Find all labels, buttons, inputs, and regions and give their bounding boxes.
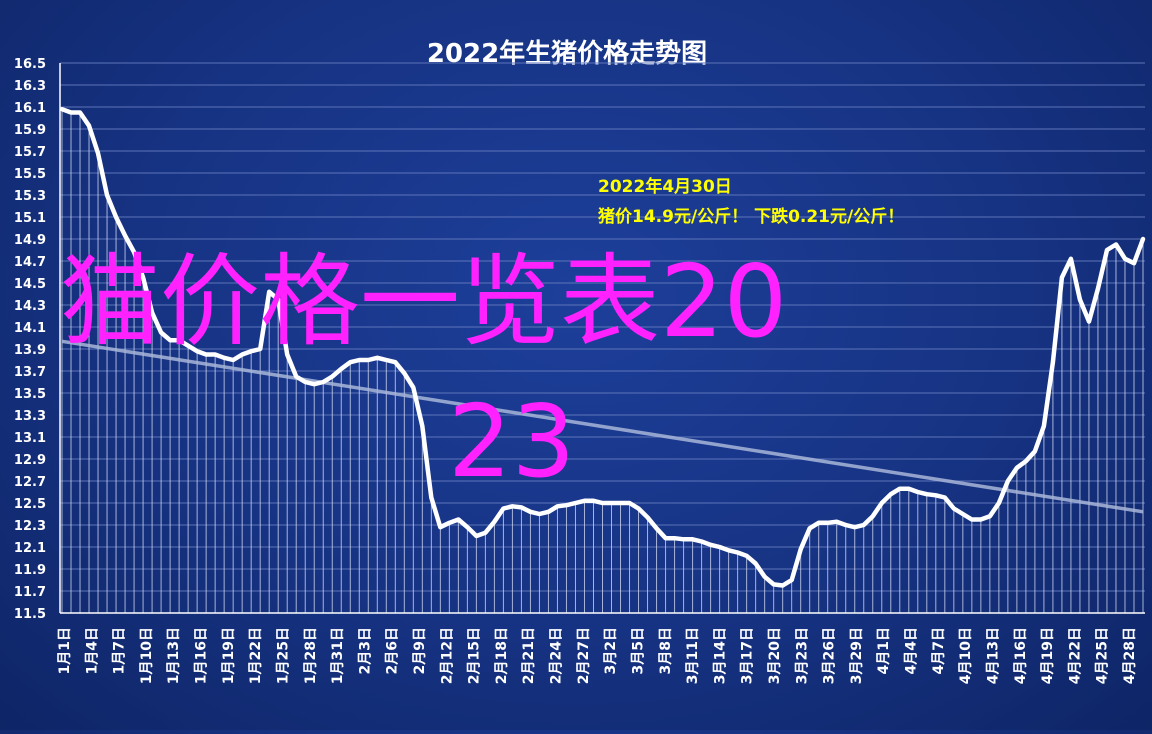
x-tick-label: 4月19日 xyxy=(1040,627,1056,684)
y-tick-label: 16.5 xyxy=(14,57,46,72)
x-tick-label: 3月23日 xyxy=(794,627,810,684)
x-tick-label: 2月15日 xyxy=(467,627,483,684)
x-tick-label: 4月10日 xyxy=(958,627,974,684)
x-tick-label: 1月4日 xyxy=(84,627,100,674)
y-tick-label: 16.3 xyxy=(14,79,46,94)
x-tick-label: 4月7日 xyxy=(931,627,947,674)
y-tick-label: 11.9 xyxy=(14,563,46,578)
x-tick-label: 1月10日 xyxy=(139,627,155,684)
x-tick-label: 3月14日 xyxy=(712,627,728,684)
x-tick-label: 1月19日 xyxy=(221,627,237,684)
x-tick-label: 1月25日 xyxy=(275,627,291,684)
y-tick-label: 11.7 xyxy=(14,585,46,600)
x-tick-label: 4月25日 xyxy=(1095,627,1111,684)
y-tick-label: 14.7 xyxy=(14,255,46,270)
x-tick-label: 1月13日 xyxy=(166,627,182,684)
watermark-line-1: 猫价格一览表20 xyxy=(60,243,788,360)
y-tick-label: 13.7 xyxy=(14,365,46,380)
x-tick-label: 3月2日 xyxy=(603,627,619,674)
x-tick-label: 1月7日 xyxy=(112,627,128,674)
y-tick-label: 13.3 xyxy=(14,409,46,424)
y-tick-label: 14.9 xyxy=(14,233,46,248)
x-tick-label: 2月12日 xyxy=(439,627,455,684)
y-tick-label: 12.3 xyxy=(14,519,46,534)
x-tick-label: 3月17日 xyxy=(740,627,756,684)
y-tick-label: 11.5 xyxy=(14,607,46,622)
y-tick-label: 12.5 xyxy=(14,497,46,512)
x-tick-label: 2月3日 xyxy=(357,627,373,674)
y-tick-label: 13.1 xyxy=(14,431,46,446)
axes xyxy=(59,63,1145,614)
x-tick-labels: 1月1日 1月4日 1月7日 1月10日 1月13日 1月16日 1月19日 1月22日 1月2… xyxy=(57,627,1138,684)
y-tick-label: 15.5 xyxy=(14,167,46,182)
y-tick-labels: 16.5 16.3 16.1 15.9 15.7 15.5 15.3 15.1 14.9 14.7… xyxy=(14,57,46,622)
y-tick-label: 14.1 xyxy=(14,321,46,336)
x-tick-label: 1月31日 xyxy=(330,627,346,684)
chart-title: 2022年生猪价格走势图 xyxy=(427,38,707,69)
y-tick-label: 12.1 xyxy=(14,541,46,556)
x-tick-label: 3月26日 xyxy=(822,627,838,684)
x-tick-label: 3月8日 xyxy=(658,627,674,674)
x-tick-label: 4月1日 xyxy=(876,627,892,674)
x-tick-label: 3月20日 xyxy=(767,627,783,684)
price-layer xyxy=(59,106,1146,588)
y-tick-label: 12.9 xyxy=(14,453,46,468)
y-tick-label: 13.9 xyxy=(14,343,46,358)
y-tick-label: 13.5 xyxy=(14,387,46,402)
annotation-date: 2022年4月30日 xyxy=(598,176,732,197)
y-tick-label: 15.7 xyxy=(14,145,46,160)
x-tick-label: 3月11日 xyxy=(685,627,701,684)
annotation-price: 猪价14.9元/公斤！ 下跌0.21元/公斤！ xyxy=(598,206,904,227)
x-tick-label: 2月21日 xyxy=(521,627,537,684)
y-tick-label: 15.1 xyxy=(14,211,46,226)
y-tick-label: 16.1 xyxy=(14,101,46,116)
y-tick-label: 14.5 xyxy=(14,277,46,292)
watermark-line-2: 23 xyxy=(448,383,576,500)
x-tick-label: 3月29日 xyxy=(849,627,865,684)
price-line xyxy=(59,106,1146,588)
x-tick-label: 2月9日 xyxy=(412,627,428,674)
trend-layer xyxy=(61,339,1144,514)
x-tick-label: 1月28日 xyxy=(303,627,319,684)
x-tick-label: 1月16日 xyxy=(194,627,210,684)
x-tick-label: 4月13日 xyxy=(985,627,1001,684)
y-tick-label: 12.7 xyxy=(14,475,46,490)
x-tick-label: 2月24日 xyxy=(549,627,565,684)
x-tick-label: 3月5日 xyxy=(630,627,646,674)
x-tick-label: 2月27日 xyxy=(576,627,592,684)
y-tick-label: 14.3 xyxy=(14,299,46,314)
x-tick-label: 2月18日 xyxy=(494,627,510,684)
x-tick-label: 2月6日 xyxy=(385,627,401,674)
x-tick-label: 4月16日 xyxy=(1013,627,1029,684)
y-tick-label: 15.9 xyxy=(14,123,46,138)
x-tick-label: 4月4日 xyxy=(904,627,920,674)
x-tick-label: 4月22日 xyxy=(1067,627,1083,684)
x-tick-label: 1月1日 xyxy=(57,627,73,674)
x-tick-label: 1月22日 xyxy=(248,627,264,684)
x-tick-label: 4月28日 xyxy=(1122,627,1138,684)
trend-line xyxy=(61,339,1144,514)
drop-lines xyxy=(61,109,1144,613)
y-tick-label: 15.3 xyxy=(14,189,46,204)
